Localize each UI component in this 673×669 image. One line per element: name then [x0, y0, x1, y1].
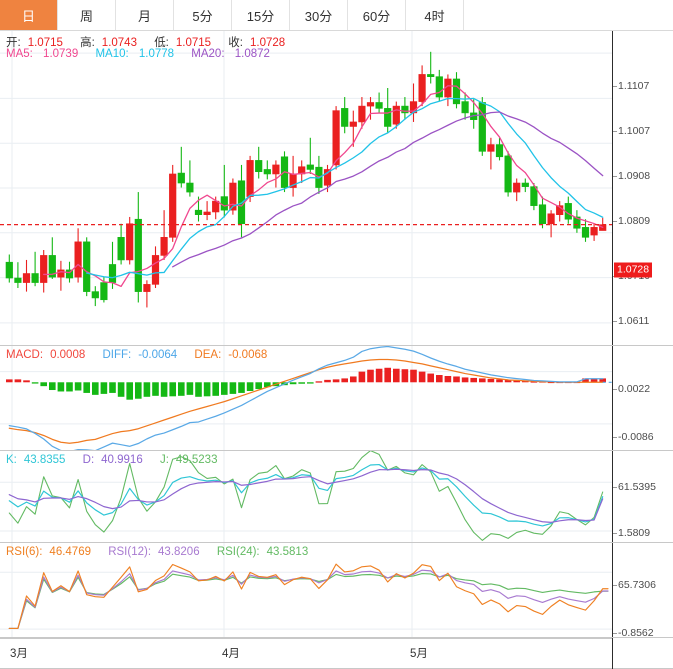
kdj-panel: K: 43.8355 D: 40.9916 J: 49.5233 61.5395 1.… [0, 451, 673, 543]
price-panel: 开: 1.0715 高: 1.0743 低: 1.0715 收: 1.0728 MA5:… [0, 31, 673, 372]
tab-60min[interactable]: 60分 [348, 0, 406, 30]
price-tick-3: 1.0809 [612, 215, 651, 227]
kdj-plot-area[interactable] [0, 451, 612, 542]
price-tick-2: 1.0908 [612, 170, 651, 182]
tab-day-label: 日 [21, 8, 35, 24]
candlestick-svg [0, 31, 612, 345]
tab-15min[interactable]: 15分 [232, 0, 290, 30]
tab-4hour[interactable]: 4时 [406, 0, 464, 30]
macd-plot-area[interactable] [0, 346, 612, 450]
tab-4hour-label: 4时 [424, 8, 445, 24]
price-tick-5: 1.0611 [612, 315, 650, 327]
time-label-april: 4月 [222, 648, 240, 660]
rsi-tick-1: -0.8562 [613, 627, 654, 639]
period-tab-bar: 日 周 月 5分 15分 30分 60分 4时 [0, 0, 673, 31]
macd-svg [0, 346, 612, 450]
price-plot-area[interactable] [0, 31, 612, 345]
tab-60min-label: 60分 [362, 8, 391, 24]
current-price-badge: 1.0728 [614, 262, 653, 278]
kdj-tick-0: 61.5395 [613, 481, 656, 493]
price-tick-1: 1.1007 [612, 125, 651, 137]
macd-panel: MACD: 0.0008 DIFF: -0.0064 DEA: -0.0068 0.0… [0, 346, 673, 451]
macd-tick-0: 0.0022 [612, 383, 651, 395]
price-tick-0: 1.1107 [612, 80, 650, 92]
price-axis: 1.1107 1.1007 1.0908 1.0809 1.0710 1.061… [612, 31, 673, 372]
tab-15min-label: 15分 [246, 8, 275, 24]
kdj-axis: 61.5395 1.5809 [612, 451, 673, 542]
tab-30min[interactable]: 30分 [290, 0, 348, 30]
rsi-axis: 65.7306 -0.8562 [612, 543, 673, 639]
kdj-svg [0, 451, 612, 542]
tab-day[interactable]: 日 [0, 0, 58, 30]
macd-tick-1: -0.0086 [613, 431, 654, 443]
kdj-tick-1: 1.5809 [612, 527, 651, 539]
macd-axis: 0.0022 -0.0086 [612, 346, 673, 450]
tab-week-label: 周 [79, 8, 93, 24]
time-axis-corner [612, 638, 673, 669]
tab-5min[interactable]: 5分 [174, 0, 232, 30]
rsi-svg [0, 543, 612, 637]
rsi-panel: RSI(6): 46.4769 RSI(12): 43.8206 RSI(24): 4… [0, 543, 673, 639]
time-axis: 3月 4月 5月 [0, 638, 673, 669]
tab-week[interactable]: 周 [58, 0, 116, 30]
tab-month-label: 月 [137, 8, 151, 24]
tab-bar-filler [464, 0, 673, 30]
tab-month[interactable]: 月 [116, 0, 174, 30]
tab-5min-label: 5分 [192, 8, 213, 24]
time-label-may: 5月 [410, 648, 428, 660]
rsi-tick-0: 65.7306 [613, 579, 656, 591]
time-label-march: 3月 [10, 648, 28, 660]
tab-30min-label: 30分 [304, 8, 333, 24]
time-axis-line [0, 638, 612, 639]
rsi-plot-area[interactable] [0, 543, 612, 637]
